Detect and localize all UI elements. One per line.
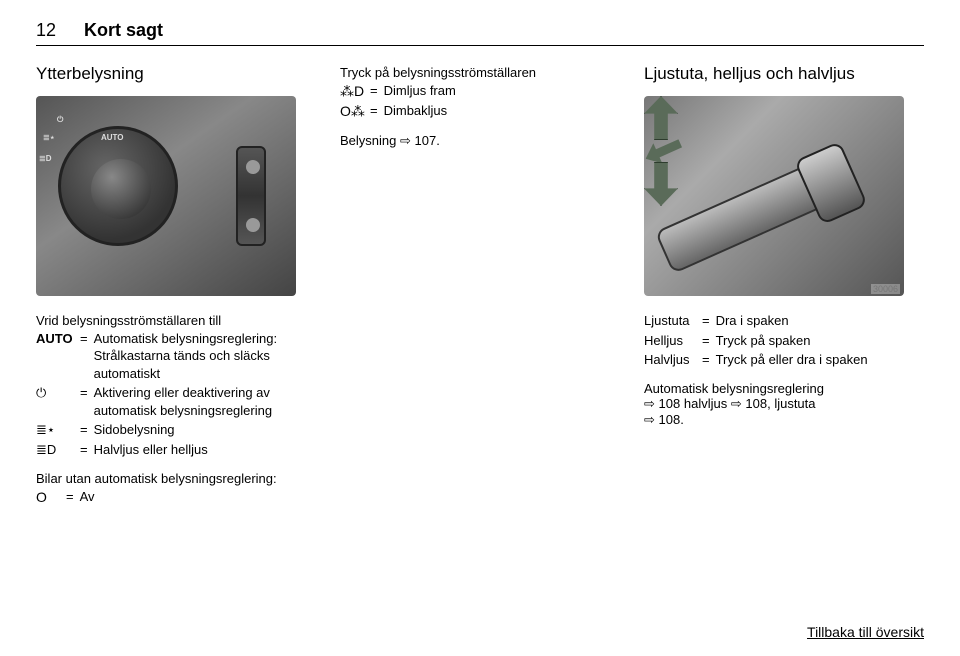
dial-label-low: ≣D: [39, 154, 51, 163]
def-value: Automatisk belysningsreglering: Strålkas…: [94, 330, 316, 383]
no-auto-block: Bilar utan automatisk belysningsreglerin…: [36, 470, 316, 508]
auto-ref-block: Automatisk belysningsreglering ⇨ 108 hal…: [644, 381, 924, 428]
def-row-power: ⏻ = Aktivering eller deaktivering av aut…: [36, 384, 316, 419]
page-header: 12 Kort sagt: [36, 20, 924, 46]
def-eq: =: [702, 312, 716, 330]
auto-text-1: Automatisk belysningsreglering: [644, 381, 824, 396]
def-label: Halvljus: [644, 351, 702, 369]
def-label: Ljustuta: [644, 312, 702, 330]
arrow-icon: ⇨: [644, 396, 655, 411]
arrow-up-icon: [644, 96, 678, 140]
col3-title: Ljustuta, helljus och halvljus: [644, 64, 924, 84]
belysning-label: Belysning: [340, 133, 396, 148]
def-value: Dimljus fram: [384, 82, 620, 101]
power-icon: ⏻: [36, 384, 80, 419]
def-row-flash: Ljustuta = Dra i spaken: [644, 312, 924, 330]
def-value: Tryck på eller dra i spaken: [716, 351, 924, 369]
def-value: Dimbakljus: [384, 102, 620, 121]
no-auto-text: Bilar utan automatisk belysningsreglerin…: [36, 470, 316, 488]
def-row-auto: AUTO = Automatisk belysningsreglering: S…: [36, 330, 316, 383]
dial-graphic: ⏻ AUTO ≣⋆ ≣D: [58, 126, 178, 246]
auto-ref-3: 108.: [659, 412, 684, 427]
stalk-definitions: Ljustuta = Dra i spaken Helljus = Tryck …: [644, 312, 924, 371]
page-number: 12: [36, 20, 56, 41]
def-row-highbeam: Helljus = Tryck på spaken: [644, 332, 924, 350]
def-value: Sidobelysning: [94, 421, 316, 439]
auto-text-3: ljustuta: [774, 396, 815, 411]
arrow-down-icon: [644, 162, 678, 206]
rocker-graphic: [236, 146, 266, 246]
push-block: Tryck på belysningsströmställaren ⁂D = D…: [340, 64, 620, 123]
column-2: Tryck på belysningsströmställaren ⁂D = D…: [340, 64, 620, 519]
content-columns: Ytterbelysning ⏻ AUTO ≣⋆ ≣D Vrid belysni…: [36, 64, 924, 519]
figure-stalk: 30006: [644, 96, 904, 296]
def-eq: =: [80, 330, 94, 383]
belysning-ref: 107.: [415, 133, 440, 148]
dial-label-park: ≣⋆: [43, 133, 55, 142]
def-row-lowbeam: ≣D = Halvljus eller helljus: [36, 441, 316, 459]
def-value: Av: [80, 488, 316, 507]
def-value: Tryck på spaken: [716, 332, 924, 350]
belysning-ref-block: Belysning ⇨ 107.: [340, 133, 620, 149]
col1-title: Ytterbelysning: [36, 64, 316, 84]
rotary-definitions: Vrid belysningsströmställaren till AUTO …: [36, 312, 316, 460]
def-row-off: O = Av: [36, 488, 316, 507]
off-icon: O: [36, 488, 66, 507]
arrow-icon: ⇨: [644, 412, 655, 427]
def-eq: =: [80, 421, 94, 439]
def-label: Helljus: [644, 332, 702, 350]
def-eq: =: [370, 82, 384, 101]
dial-label-auto: AUTO: [101, 133, 124, 142]
def-value: Aktivering eller deaktivering av automat…: [94, 384, 316, 419]
def-eq: =: [66, 488, 80, 507]
def-row-parking: ≣⋆ = Sidobelysning: [36, 421, 316, 439]
auto-ref-2: 108,: [745, 396, 770, 411]
def-eq: =: [80, 384, 94, 419]
push-intro: Tryck på belysningsströmställaren: [340, 64, 620, 82]
arrow-icon: ⇨: [731, 396, 742, 411]
auto-text-2: halvljus: [684, 396, 727, 411]
image-number: 30006: [871, 284, 900, 294]
low-beam-icon: ≣D: [36, 441, 80, 459]
auto-ref-1: 108: [659, 396, 681, 411]
def-row-fogrear: O⁂ = Dimbakljus: [340, 102, 620, 121]
section-title: Kort sagt: [84, 20, 163, 41]
fog-front-icon: ⁂D: [340, 82, 370, 101]
def-row-fogfront: ⁂D = Dimljus fram: [340, 82, 620, 101]
arrow-icon: ⇨: [400, 133, 411, 148]
def-eq: =: [370, 102, 384, 121]
figure-light-dial: ⏻ AUTO ≣⋆ ≣D: [36, 96, 296, 296]
def-eq: =: [702, 351, 716, 369]
fog-rear-icon: O⁂: [340, 102, 370, 121]
def-eq: =: [80, 441, 94, 459]
def-row-lowbeam2: Halvljus = Tryck på eller dra i spaken: [644, 351, 924, 369]
def-label: AUTO: [36, 330, 80, 383]
def-eq: =: [702, 332, 716, 350]
parking-light-icon: ≣⋆: [36, 421, 80, 439]
stalk-graphic: [655, 151, 856, 274]
dial-label-off: ⏻: [57, 115, 63, 125]
back-to-overview-link[interactable]: Tillbaka till översikt: [807, 624, 924, 640]
def-value: Halvljus eller helljus: [94, 441, 316, 459]
def-value: Dra i spaken: [716, 312, 924, 330]
column-3: Ljustuta, helljus och halvljus 30006 Lju…: [644, 64, 924, 519]
column-1: Ytterbelysning ⏻ AUTO ≣⋆ ≣D Vrid belysni…: [36, 64, 316, 519]
rotary-intro: Vrid belysningsströmställaren till: [36, 312, 316, 330]
